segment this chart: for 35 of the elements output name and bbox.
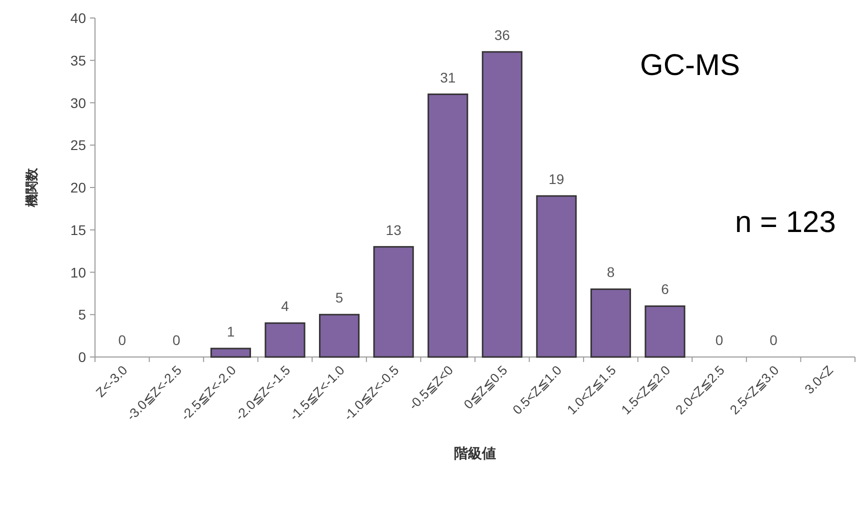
bar: [644, 305, 686, 358]
data-label: 31: [440, 69, 456, 86]
data-label: 4: [281, 298, 290, 314]
bar: [536, 195, 577, 358]
y-tick-label: 10: [70, 264, 86, 280]
data-label: 6: [661, 281, 670, 298]
y-tick-label: 30: [70, 94, 86, 111]
data-label: 19: [548, 170, 564, 187]
data-label: 1: [226, 324, 235, 340]
data-label: 36: [494, 26, 510, 43]
y-tick-label: 15: [70, 222, 86, 238]
data-label: 0: [118, 332, 126, 348]
data-label: 0: [172, 332, 181, 348]
data-label: 8: [606, 264, 615, 280]
y-tick-label: 20: [70, 180, 86, 196]
bar: [318, 314, 360, 358]
bar: [428, 94, 468, 358]
bar: [373, 246, 414, 358]
annotation: n = 123: [735, 206, 836, 239]
bar: [264, 322, 306, 358]
data-label: 13: [386, 222, 402, 238]
y-axis-title: 機関数: [24, 167, 39, 208]
data-label: 5: [335, 290, 344, 306]
bar: [210, 348, 252, 358]
y-tick-label: 35: [70, 52, 86, 68]
data-label: 0: [715, 332, 724, 348]
bar: [590, 288, 632, 358]
y-tick-label: 0: [78, 349, 86, 365]
y-tick-label: 25: [70, 137, 86, 154]
y-tick-label: 5: [78, 306, 86, 323]
x-axis-title: 階級値: [454, 445, 496, 461]
annotation: GC-MS: [640, 49, 740, 82]
y-tick-label: 40: [70, 10, 86, 26]
data-label: 0: [770, 332, 778, 348]
bar: [482, 51, 522, 358]
